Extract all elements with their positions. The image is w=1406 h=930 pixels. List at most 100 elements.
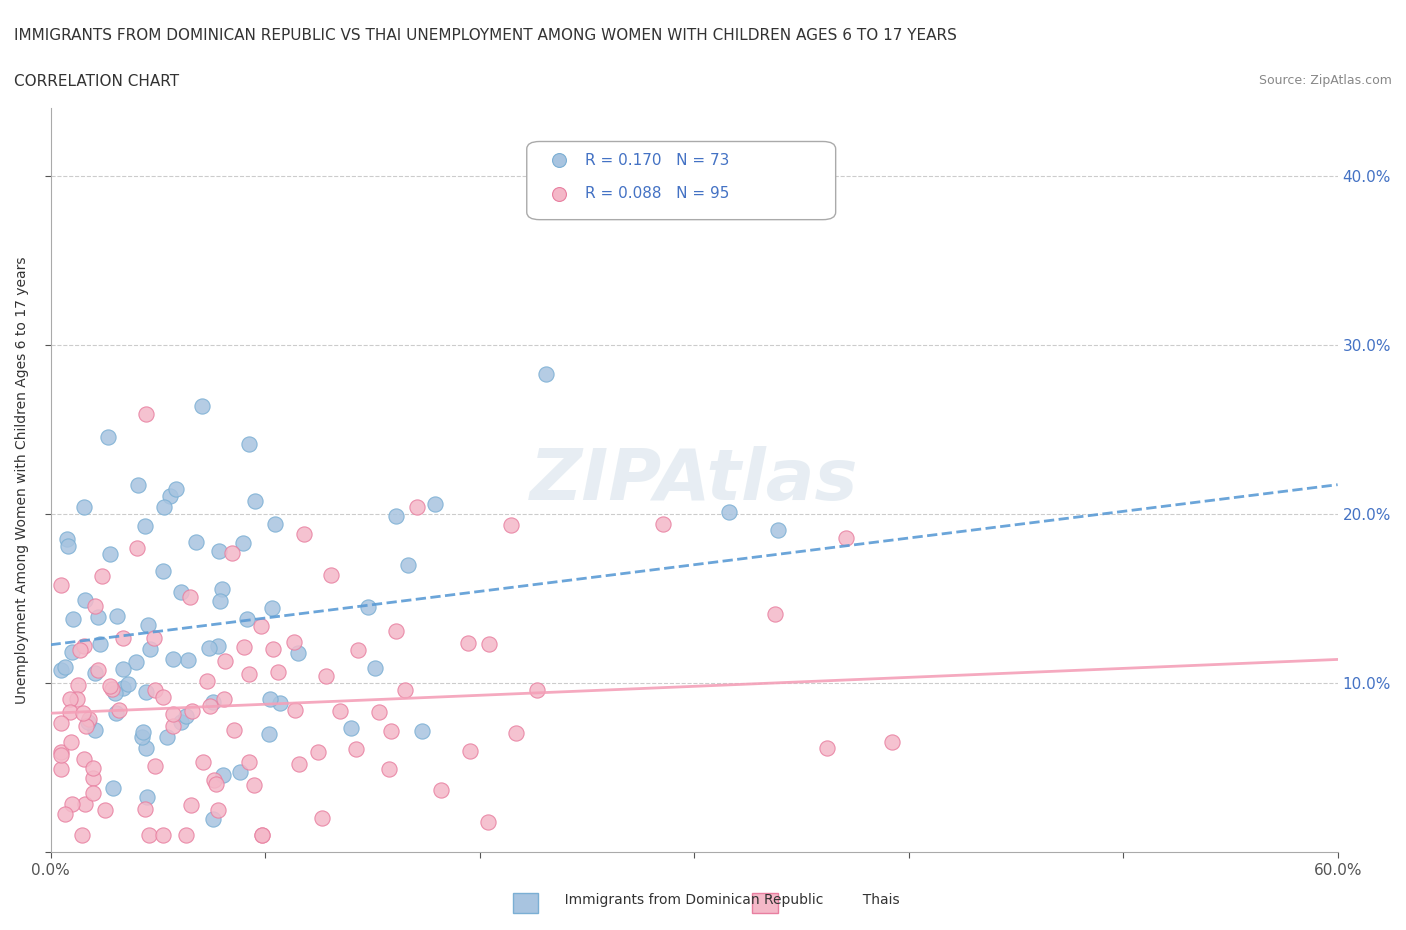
Immigrants from Dominican Republic — [56, 539, 79, 554]
Thais — [162, 707, 184, 722]
Text: R = 0.088   N = 95: R = 0.088 N = 95 — [585, 186, 730, 201]
Immigrants from Dominican Republic — [162, 652, 184, 667]
Immigrants from Dominican Republic — [138, 642, 160, 657]
Immigrants from Dominican Republic — [170, 585, 193, 600]
Thais — [70, 828, 93, 843]
Immigrants from Dominican Republic — [236, 611, 259, 626]
Immigrants from Dominican Republic — [136, 790, 159, 805]
Thais — [101, 682, 124, 697]
Thais — [82, 761, 104, 776]
Thais — [84, 599, 107, 614]
Immigrants from Dominican Republic — [396, 558, 419, 573]
Thais — [180, 798, 202, 813]
Thais — [651, 517, 673, 532]
Thais — [87, 662, 110, 677]
Thais — [214, 654, 236, 669]
Thais — [406, 499, 429, 514]
Thais — [174, 828, 197, 843]
Immigrants from Dominican Republic — [152, 499, 174, 514]
Thais — [181, 704, 204, 719]
Thais — [125, 541, 148, 556]
Thais — [319, 567, 342, 582]
Immigrants from Dominican Republic — [263, 517, 285, 532]
Thais — [59, 692, 82, 707]
Immigrants from Dominican Republic — [98, 546, 121, 561]
Thais — [243, 777, 266, 792]
Immigrants from Dominican Republic — [55, 659, 77, 674]
Thais — [429, 783, 451, 798]
Immigrants from Dominican Republic — [207, 639, 229, 654]
Immigrants from Dominican Republic — [89, 637, 111, 652]
Thais — [112, 631, 135, 645]
Thais — [205, 777, 228, 791]
Thais — [224, 723, 246, 737]
Thais — [152, 690, 174, 705]
Thais — [288, 756, 311, 771]
Immigrants from Dominican Republic — [202, 695, 225, 710]
Immigrants from Dominican Republic — [111, 681, 134, 696]
Thais — [384, 624, 406, 639]
Immigrants from Dominican Republic — [364, 660, 387, 675]
Text: Source: ZipAtlas.com: Source: ZipAtlas.com — [1258, 74, 1392, 87]
Thais — [195, 673, 218, 688]
Text: IMMIGRANTS FROM DOMINICAN REPUBLIC VS THAI UNEMPLOYMENT AMONG WOMEN WITH CHILDRE: IMMIGRANTS FROM DOMINICAN REPUBLIC VS TH… — [14, 28, 957, 43]
Immigrants from Dominican Republic — [198, 640, 221, 655]
Thais — [66, 677, 89, 692]
Immigrants from Dominican Republic — [152, 564, 174, 578]
Thais — [73, 639, 96, 654]
Thais — [202, 773, 225, 788]
Thais — [75, 719, 97, 734]
Immigrants from Dominican Republic — [134, 519, 156, 534]
Thais — [478, 636, 501, 651]
Immigrants from Dominican Republic — [101, 781, 124, 796]
Thais — [59, 705, 82, 720]
Thais — [262, 642, 284, 657]
Immigrants from Dominican Republic — [62, 612, 84, 627]
Immigrants from Dominican Republic — [243, 494, 266, 509]
Immigrants from Dominican Republic — [232, 536, 254, 551]
Thais — [815, 741, 838, 756]
Immigrants from Dominican Republic — [191, 398, 214, 413]
Immigrants from Dominican Republic — [208, 593, 231, 608]
Thais — [378, 761, 401, 776]
Thais — [311, 811, 333, 826]
Thais — [75, 796, 97, 811]
Thais — [207, 803, 229, 817]
Thais — [91, 568, 114, 583]
Immigrants from Dominican Republic — [260, 601, 283, 616]
Thais — [238, 666, 260, 681]
Thais — [72, 706, 94, 721]
Thais — [501, 518, 523, 533]
Thais — [198, 698, 221, 713]
Immigrants from Dominican Republic — [87, 610, 110, 625]
Thais — [51, 716, 73, 731]
Thais — [329, 703, 352, 718]
FancyBboxPatch shape — [527, 141, 835, 219]
Thais — [77, 711, 100, 726]
Immigrants from Dominican Republic — [269, 696, 291, 711]
Immigrants from Dominican Republic — [76, 714, 98, 729]
Immigrants from Dominican Republic — [717, 505, 740, 520]
Immigrants from Dominican Republic — [105, 706, 128, 721]
Thais — [252, 828, 274, 843]
Thais — [162, 719, 184, 734]
Thais — [250, 618, 273, 633]
Immigrants from Dominican Republic — [84, 723, 107, 737]
Immigrants from Dominican Republic — [111, 662, 134, 677]
Immigrants from Dominican Republic — [159, 488, 181, 503]
Thais — [82, 771, 104, 786]
Immigrants from Dominican Republic — [257, 726, 280, 741]
Thais — [66, 692, 89, 707]
Immigrants from Dominican Republic — [411, 724, 433, 738]
Immigrants from Dominican Republic — [72, 499, 94, 514]
Thais — [134, 802, 156, 817]
Thais — [179, 590, 201, 604]
Text: CORRELATION CHART: CORRELATION CHART — [14, 74, 179, 89]
Immigrants from Dominican Republic — [132, 724, 155, 739]
Thais — [250, 828, 273, 843]
Thais — [882, 735, 904, 750]
Thais — [143, 759, 166, 774]
Thais — [51, 578, 73, 592]
Thais — [477, 815, 499, 830]
Thais — [152, 828, 174, 843]
